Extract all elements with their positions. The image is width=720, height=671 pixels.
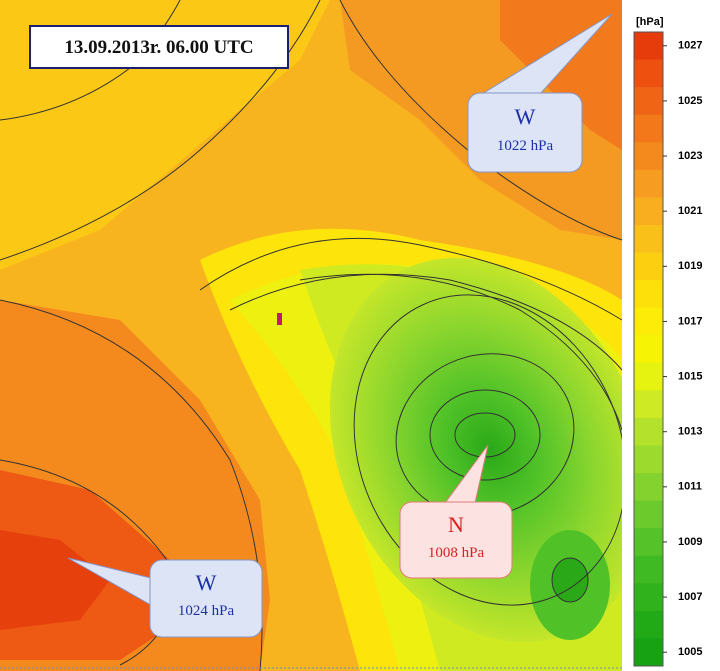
callout-pressure: 1008 hPa <box>428 545 485 561</box>
colorbar-band <box>634 528 663 557</box>
isobars <box>0 0 627 671</box>
callout-label: N <box>448 512 464 537</box>
colorbar-band <box>634 335 663 364</box>
colorbar-band <box>634 252 663 281</box>
colorbar-band <box>634 280 663 309</box>
marker <box>277 313 282 325</box>
colorbar-band <box>634 197 663 226</box>
colorbar-band <box>634 32 663 61</box>
colorbar-tick-label: 1011 <box>678 481 702 493</box>
colorbar-band <box>634 610 663 639</box>
callout-high-ne: W 1022 hPa <box>467 13 613 173</box>
colorbar-band <box>634 445 663 474</box>
colorbar-tick-label: 1013 <box>678 426 702 438</box>
colorbar-tick-label: 1015 <box>678 370 702 382</box>
colorbar-frame <box>633 31 664 667</box>
title-box: 13.09.2013r. 06.00 UTC <box>29 25 289 69</box>
colorbar-band <box>634 59 663 88</box>
colorbar-band <box>634 500 663 529</box>
colorbar-band <box>634 583 663 612</box>
colorbar-band <box>634 87 663 116</box>
map-title: 13.09.2013r. 06.00 UTC <box>64 37 253 58</box>
callout-label: W <box>515 104 536 129</box>
colorbar-tick-label: 1017 <box>678 315 702 327</box>
callout-pressure: 1022 hPa <box>497 138 554 154</box>
colorbar-tick-label: 1005 <box>678 646 702 658</box>
callout-label: W <box>196 570 217 595</box>
colorbar-band <box>634 638 663 667</box>
colorbar-band <box>634 362 663 391</box>
colorbar-band <box>634 390 663 419</box>
colorbar-tick-label: 1019 <box>678 260 702 272</box>
colorbar-band <box>634 307 663 336</box>
colorbar-tick-label: 1009 <box>678 536 702 548</box>
callout-high-sw: W 1024 hPa <box>67 557 263 638</box>
colorbar: 1027 1025 1023 1021 1019 1017 1015 1013 1011 1009… <box>633 31 702 667</box>
colorbar-band <box>634 169 663 198</box>
colorbar-tick-label: 1021 <box>678 205 702 217</box>
callout-pressure: 1024 hPa <box>178 603 235 619</box>
colorbar-band <box>634 224 663 254</box>
colorbar-tick-label: 1007 <box>678 591 702 603</box>
colorbar-band <box>634 555 663 584</box>
colorbar-tick-label: 1023 <box>678 150 702 162</box>
callout-low: N 1008 hPa <box>399 444 513 579</box>
colorbar-band <box>634 473 663 502</box>
colorbar-band <box>634 417 663 446</box>
colorbar-band <box>634 114 663 143</box>
colorbar-tick-label: 1027 <box>678 40 702 52</box>
colorbar-band <box>634 142 663 171</box>
colorbar-tick-label: 1025 <box>678 95 702 107</box>
colorbar-unit: [hPa] <box>636 16 664 28</box>
